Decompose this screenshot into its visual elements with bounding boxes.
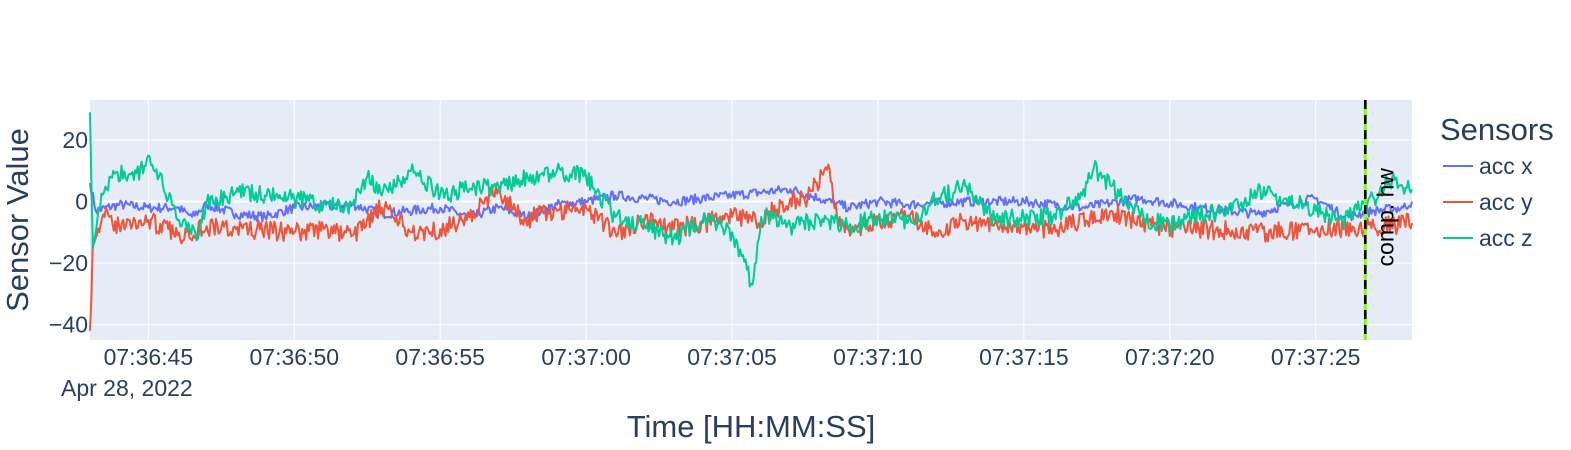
- x-tick-label: 07:37:05: [687, 344, 777, 370]
- legend-title: Sensors: [1440, 112, 1554, 147]
- x-tick-label: 07:37:00: [541, 344, 631, 370]
- x-tick-label: 07:37:10: [833, 344, 923, 370]
- x-tick-label: 07:36:45: [104, 344, 194, 370]
- y-tick-label: −40: [49, 312, 88, 338]
- y-gridlines: [90, 139, 1412, 326]
- series-line-acc-x: [89, 182, 1413, 223]
- x-axis-title: Time [HH:MM:SS]: [627, 409, 876, 444]
- y-axis-title: Sensor Value: [0, 128, 35, 312]
- series-lines: [89, 112, 1413, 331]
- x-tick-label: 07:36:55: [395, 344, 485, 370]
- y-tick-label: 20: [62, 127, 88, 153]
- x-tick-label: 07:37:15: [979, 344, 1069, 370]
- x-date-label: Apr 28, 2022: [61, 375, 193, 401]
- x-tick-label: 07:37:20: [1125, 344, 1215, 370]
- series-line-acc-z: [89, 112, 1413, 288]
- legend: Sensors acc x acc y acc z: [1440, 112, 1554, 251]
- legend-item-label: acc z: [1479, 225, 1533, 251]
- legend-item-label: acc x: [1479, 153, 1533, 179]
- x-tick-label: 07:36:50: [250, 344, 340, 370]
- y-tick-labels: 20 0 −20 −40: [49, 127, 88, 338]
- annotations: comp. hw: [1363, 100, 1398, 340]
- legend-item-label: acc y: [1479, 189, 1533, 215]
- annotation-label: comp. hw: [1372, 168, 1398, 267]
- y-tick-label: 0: [75, 189, 88, 215]
- x-tick-label: 07:37:25: [1271, 344, 1361, 370]
- y-tick-label: −20: [49, 250, 88, 276]
- x-tick-labels: 07:36:45 07:36:50 07:36:55 07:37:00 07:37:05…: [104, 344, 1361, 370]
- series-line-acc-y: [89, 163, 1413, 331]
